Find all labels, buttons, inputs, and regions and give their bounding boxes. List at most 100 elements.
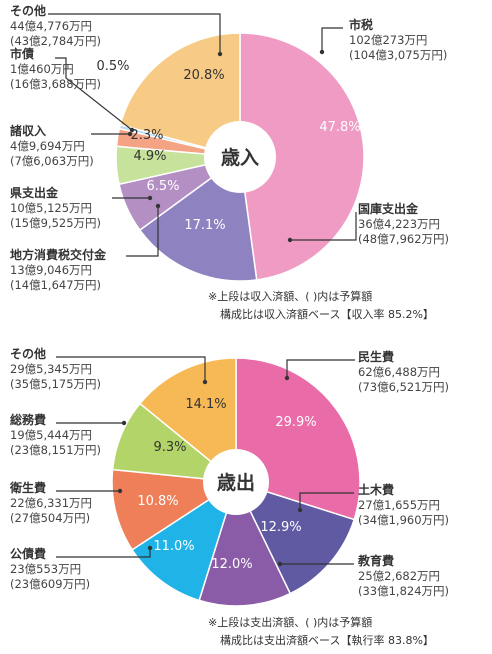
leader-dot (277, 561, 283, 567)
data-label-percent: 47.8% (319, 120, 360, 135)
slice-amount: 36億4,223万円 (358, 217, 440, 231)
slice-budget: (14億1,647万円) (10, 278, 101, 292)
leader-dot (217, 51, 223, 57)
data-label-percent: 12.0% (211, 557, 252, 572)
slice-budget: (43億2,784万円) (10, 34, 101, 48)
slice-budget: (34億1,960万円) (358, 513, 449, 527)
leader-dot (202, 379, 208, 385)
leader-dot (297, 507, 303, 513)
leader-dot (127, 131, 133, 137)
slice-budget: (73億6,521万円) (358, 380, 449, 394)
data-label-percent: 14.1% (185, 397, 226, 412)
slice-budget: (16億3,688万円) (10, 77, 101, 91)
slice-amount: 10億5,125万円 (10, 201, 92, 215)
slice-budget: (33億1,824万円) (358, 584, 449, 598)
data-label-percent: 4.9% (133, 149, 166, 164)
slice-amount: 62億6,488万円 (358, 365, 440, 379)
slice-amount: 19億5,444万円 (10, 428, 92, 442)
footnote-line-2: 構成比は支出済額ベース【執行率 83.8%】 (220, 633, 434, 647)
leader-dot (117, 488, 123, 494)
leader-dot (319, 49, 325, 55)
slice-name: その他 (10, 3, 46, 18)
pie-center-hole (203, 449, 269, 515)
slice-budget: (35億5,175万円) (10, 377, 101, 391)
slice-amount: 44億4,776万円 (10, 19, 92, 33)
leader-dot (155, 203, 161, 209)
data-label-percent: 0.5% (96, 59, 129, 74)
leader-line (48, 13, 221, 54)
leader-dot (147, 195, 153, 201)
footnote-line-1: ※上段は支出済額、( )内は予算額 (208, 615, 372, 629)
slice-amount: 13億9,046万円 (10, 263, 92, 277)
data-label-percent: 9.3% (153, 440, 186, 455)
pie-slice (131, 480, 238, 602)
leader-line (56, 356, 206, 382)
slice-amount: 4億9,694万円 (10, 139, 85, 153)
slice-budget: (48億7,962万円) (358, 232, 449, 246)
slice-name: 国庫支出金 (358, 201, 419, 216)
footnote-line-1: ※上段は収入済額、( )内は予算額 (208, 289, 372, 303)
slice-name: 市税 (349, 17, 373, 32)
leader-line (299, 492, 354, 510)
slice-amount: 25億2,682万円 (358, 569, 440, 583)
slice-name: 県支出金 (10, 185, 59, 200)
slice-amount: 27億1,655万円 (358, 498, 440, 512)
leader-line (55, 57, 133, 131)
leader-line (321, 27, 343, 52)
slice-budget: (15億9,525万円) (10, 216, 101, 230)
pie-slice (234, 480, 356, 595)
slice-name: 土木費 (358, 482, 394, 497)
slice-amount: 1億460万円 (10, 62, 74, 76)
pie-slice (198, 479, 292, 607)
footnote-line-2: 構成比は収入済額ベース【収入率 85.2%】 (220, 307, 434, 321)
slice-name: 衛生費 (9, 480, 46, 495)
leader-line (56, 548, 151, 558)
pie-center-title: 歳入 (221, 147, 259, 169)
slice-budget: (104億3,075万円) (349, 48, 447, 62)
slice-name: 地方消費税交付金 (10, 247, 107, 262)
data-label-percent: 17.1% (184, 218, 225, 233)
leader-dot (287, 237, 293, 243)
slice-name: 公債費 (10, 546, 46, 561)
slice-name: 市債 (10, 46, 34, 61)
pie-center-hole (204, 121, 276, 193)
data-label-percent: 6.5% (146, 179, 179, 194)
leader-dot (121, 420, 127, 426)
slice-budget: (23億8,151万円) (10, 443, 101, 457)
leader-line (126, 206, 159, 257)
slice-amount: 102億273万円 (349, 33, 427, 47)
slice-budget: (7億6,063万円) (10, 154, 94, 168)
pie-chart-expenditure: 歳出29.9%民生費62億6,488万円(73億6,521万円)12.9%土木費… (9, 346, 449, 647)
slice-amount: 23億553万円 (10, 562, 81, 576)
pie-center-title: 歳出 (217, 471, 255, 494)
slice-name: 教育費 (357, 553, 394, 568)
data-label-percent: 10.8% (137, 494, 178, 509)
leader-dot (284, 375, 290, 381)
leader-dot (147, 545, 153, 551)
data-label-percent: 29.9% (275, 415, 316, 430)
data-label-percent: 12.9% (260, 520, 301, 535)
slice-name: 諸収入 (10, 123, 46, 138)
data-label-percent: 2.3% (130, 128, 163, 143)
leader-dot (129, 127, 135, 133)
slice-budget: (27億504万円) (10, 511, 90, 525)
pie-slice (138, 357, 237, 484)
slice-name: 総務費 (10, 412, 46, 427)
data-label-percent: 20.8% (183, 68, 224, 83)
